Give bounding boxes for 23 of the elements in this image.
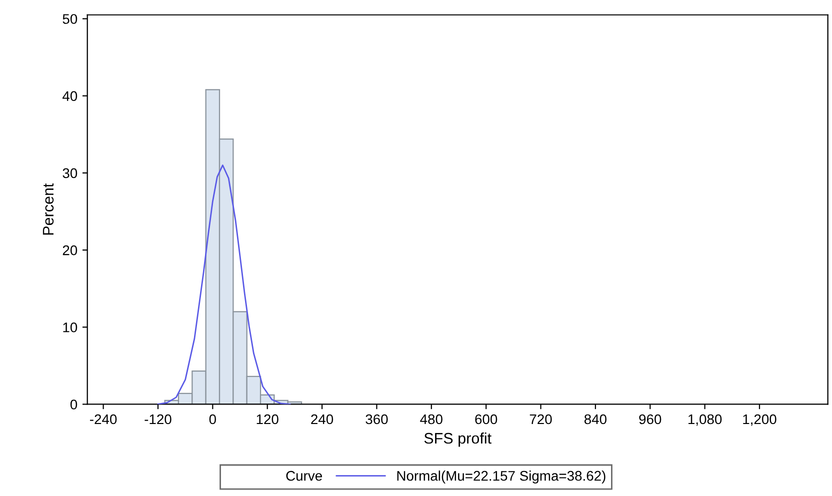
x-tick-label: 1,080 [688, 414, 722, 426]
y-axis-title: Percent [42, 183, 54, 235]
legend-label: Normal(Mu=22.157 Sigma=38.62) [397, 470, 606, 484]
x-tick-label: 240 [311, 414, 334, 424]
legend-title: Curve [286, 470, 322, 481]
x-tick-label: -240 [90, 414, 117, 424]
x-axis-title: SFS profit [424, 432, 492, 447]
x-tick-label: 120 [256, 414, 278, 424]
y-tick-label: 50 [62, 14, 78, 24]
y-tick-label: 30 [62, 168, 78, 178]
x-tick-label: 720 [530, 414, 552, 424]
x-tick-label: 840 [584, 414, 606, 424]
y-tick-label: 10 [63, 322, 78, 332]
y-tick-label: 20 [62, 245, 78, 256]
x-tick-label: -120 [144, 414, 172, 424]
y-tick-label: 40 [62, 91, 78, 102]
x-tick-label: 480 [420, 414, 442, 424]
x-tick-label: 600 [475, 414, 498, 424]
y-tick-label: 0 [70, 400, 78, 410]
x-tick-label: 1,200 [743, 414, 776, 426]
x-tick-label: 0 [209, 414, 216, 424]
x-tick-label: 960 [639, 414, 662, 424]
x-tick-label: 360 [366, 414, 388, 424]
